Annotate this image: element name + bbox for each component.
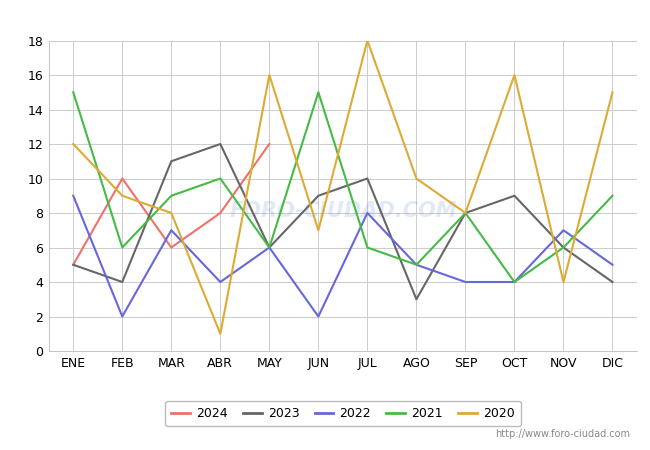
Text: Matriculaciones de Vehiculos en Güeñes: Matriculaciones de Vehiculos en Güeñes bbox=[144, 9, 506, 27]
Legend: 2024, 2023, 2022, 2021, 2020: 2024, 2023, 2022, 2021, 2020 bbox=[165, 400, 521, 426]
Text: FORO-CIUDAD.COM: FORO-CIUDAD.COM bbox=[229, 201, 457, 221]
Text: http://www.foro-ciudad.com: http://www.foro-ciudad.com bbox=[495, 429, 630, 439]
